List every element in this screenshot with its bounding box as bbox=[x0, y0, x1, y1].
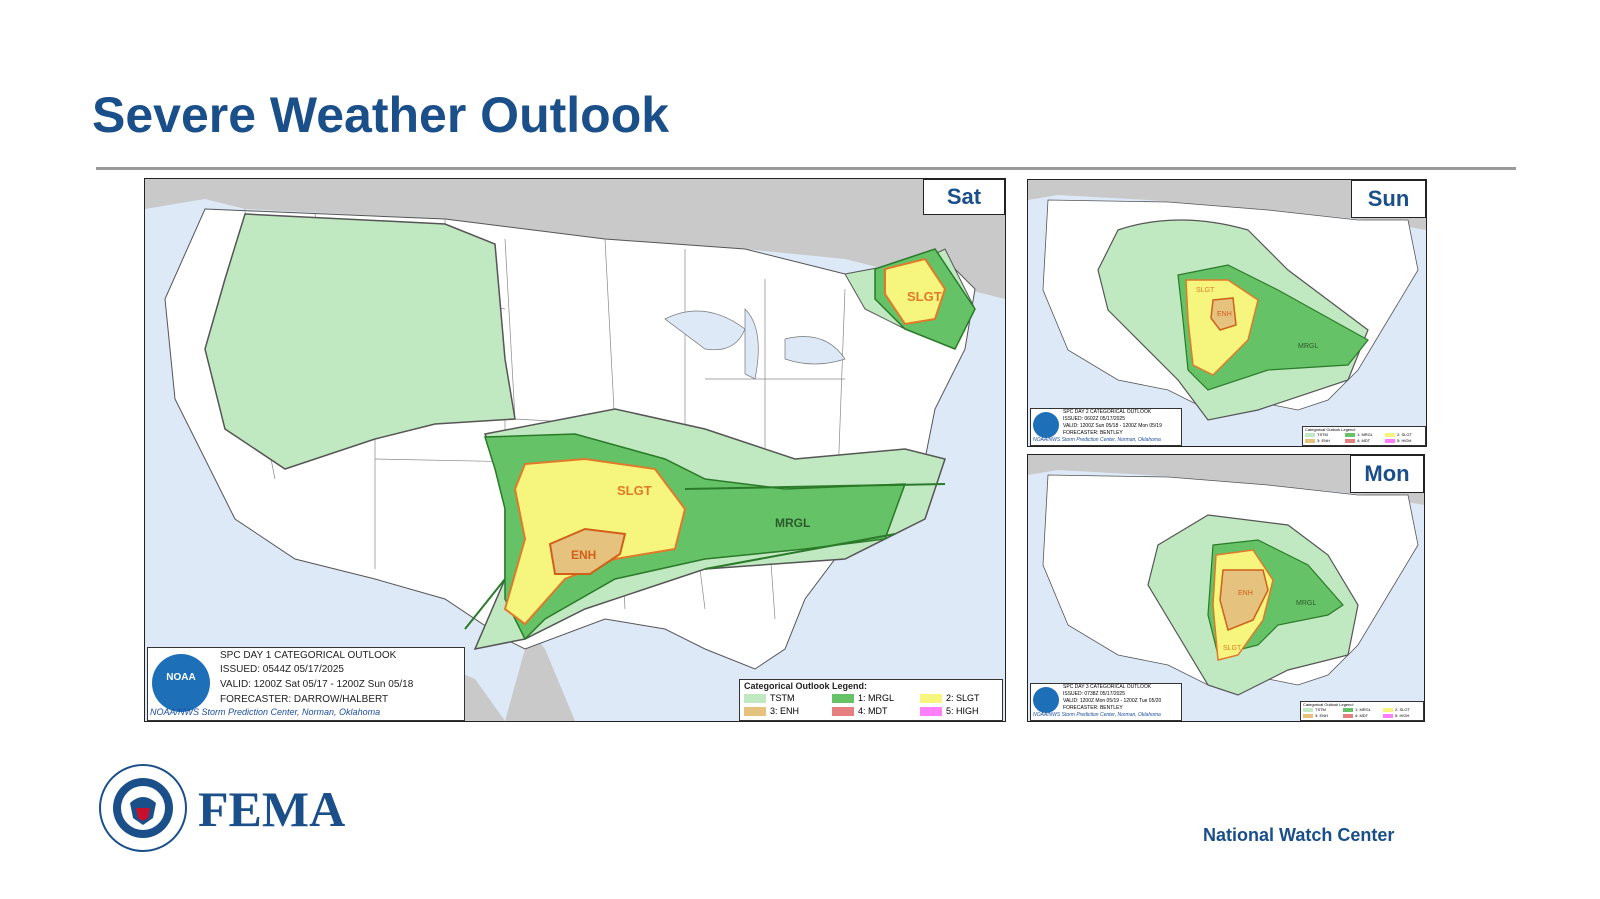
sat-label-slgt-ne: SLGT bbox=[907, 289, 942, 304]
mon-legend-high: 5: HIGH bbox=[1395, 713, 1410, 718]
mon-legend-enh: 3: ENH bbox=[1315, 713, 1328, 718]
mon-legend-slgt: 2: SLGT bbox=[1395, 707, 1410, 712]
mon-legend-title: Categorical Outlook Legend: bbox=[1303, 702, 1354, 707]
sun-legend-mdt: 4: MDT bbox=[1357, 438, 1371, 443]
sat-info-line3: VALID: 1200Z Sat 05/17 - 1200Z Sun 05/18 bbox=[220, 679, 414, 690]
sat-info-line2: ISSUED: 0544Z 05/17/2025 bbox=[220, 664, 344, 675]
sun-day-label: Sun bbox=[1351, 180, 1426, 218]
sun-legend-tstm: TSTM bbox=[1317, 432, 1328, 437]
sun-info-line3: VALID: 1200Z Sun 05/18 - 1200Z Mon 05/19 bbox=[1063, 423, 1162, 429]
legend-swatch-high bbox=[920, 707, 942, 716]
legend-item-mdt: 4: MDT bbox=[858, 706, 888, 716]
mon-map-graphic: ENH MRGL SLGT bbox=[1028, 455, 1424, 696]
sun-label-enh: ENH bbox=[1217, 311, 1232, 318]
legend-item-mrgl: 1: MRGL bbox=[858, 693, 895, 703]
sun-legend-mrgl: 1: MRGL bbox=[1357, 432, 1374, 437]
sun-legend-enh: 3: ENH bbox=[1317, 438, 1330, 443]
sun-label-mrgl: MRGL bbox=[1298, 343, 1318, 350]
sat-outlook-map: SLGT SLGT MRGL ENH Sat NOAA SPC DAY 1 CA… bbox=[144, 178, 1006, 722]
sat-label-slgt: SLGT bbox=[617, 483, 652, 498]
sun-legend-high: 5: HIGH bbox=[1397, 438, 1412, 443]
legend-swatch-enh bbox=[744, 707, 766, 716]
sun-info-box: SPC DAY 2 CATEGORICAL OUTLOOK ISSUED: 06… bbox=[1030, 408, 1182, 446]
mon-label-mrgl: MRGL bbox=[1296, 600, 1316, 607]
sat-info-line4: FORECASTER: DARROW/HALBERT bbox=[220, 694, 389, 705]
sun-outlook-map: SLGT ENH MRGL Sun SPC DAY 2 CATEGORICAL … bbox=[1027, 179, 1427, 447]
legend-swatch-mrgl bbox=[832, 694, 854, 703]
mon-outlook-map: ENH MRGL SLGT Mon SPC DAY 3 CATEGORICAL … bbox=[1027, 454, 1425, 722]
mon-info-line3: VALID: 1200Z Mon 05/19 - 1200Z Tue 05/20 bbox=[1063, 698, 1162, 704]
mon-day-label: Mon bbox=[1350, 455, 1424, 493]
mon-noaa-logo bbox=[1033, 687, 1059, 713]
mon-legend-tstm: TSTM bbox=[1315, 707, 1326, 712]
sun-legend-slgt: 2: SLGT bbox=[1397, 432, 1412, 437]
sun-noaa-logo bbox=[1033, 412, 1059, 438]
sat-label-mrgl: MRGL bbox=[775, 516, 810, 530]
sat-legend: Categorical Outlook Legend: TSTM 1: MRGL… bbox=[739, 679, 1003, 721]
mon-info-credit: NOAA/NWS Storm Prediction Center, Norman… bbox=[1033, 712, 1161, 718]
sun-info-line1: SPC DAY 2 CATEGORICAL OUTLOOK bbox=[1063, 409, 1152, 415]
mon-label-slgt: SLGT bbox=[1223, 645, 1242, 652]
sat-label-enh: ENH bbox=[571, 548, 596, 562]
mon-legend-mdt: 4: MDT bbox=[1355, 713, 1369, 718]
sun-map-graphic: SLGT ENH MRGL bbox=[1028, 180, 1426, 421]
mon-legend-mrgl: 1: MRGL bbox=[1355, 707, 1372, 712]
sun-info-line4: FORECASTER: BENTLEY bbox=[1063, 430, 1123, 436]
legend-item-high: 5: HIGH bbox=[946, 706, 979, 716]
sun-legend: Categorical Outlook Legend: TSTM 1: MRGL… bbox=[1302, 426, 1426, 446]
mon-info-line1: SPC DAY 3 CATEGORICAL OUTLOOK bbox=[1063, 684, 1152, 690]
title-divider bbox=[96, 167, 1516, 170]
noaa-logo: NOAA bbox=[152, 654, 210, 712]
dhs-seal-icon bbox=[99, 764, 187, 852]
mon-info-line2: ISSUED: 0738Z 05/17/2025 bbox=[1063, 691, 1125, 697]
legend-item-enh: 3: ENH bbox=[770, 706, 800, 716]
legend-item-tstm: TSTM bbox=[770, 693, 795, 703]
sun-info-credit: NOAA/NWS Storm Prediction Center, Norman… bbox=[1033, 437, 1161, 443]
sat-info-credit: NOAA/NWS Storm Prediction Center, Norman… bbox=[150, 707, 381, 717]
sun-legend-title: Categorical Outlook Legend: bbox=[1305, 427, 1356, 432]
mon-label-enh: ENH bbox=[1238, 590, 1253, 597]
legend-swatch-slgt bbox=[920, 694, 942, 703]
national-watch-center: National Watch Center bbox=[1203, 825, 1395, 845]
fema-wordmark: FEMA bbox=[198, 781, 346, 837]
legend-item-slgt: 2: SLGT bbox=[946, 693, 980, 703]
mon-info-line4: FORECASTER: BENTLEY bbox=[1063, 705, 1123, 711]
slide-title: Severe Weather Outlook bbox=[92, 87, 670, 143]
sun-info-line2: ISSUED: 0602Z 05/17/2025 bbox=[1063, 416, 1125, 422]
sat-day-label: Sat bbox=[923, 179, 1005, 215]
legend-swatch-tstm bbox=[744, 694, 766, 703]
mon-legend: Categorical Outlook Legend: TSTM 1: MRGL… bbox=[1300, 701, 1424, 721]
legend-swatch-mdt bbox=[832, 707, 854, 716]
sat-legend-title: Categorical Outlook Legend: bbox=[744, 681, 868, 691]
sat-map-graphic: SLGT SLGT MRGL ENH bbox=[145, 179, 1005, 721]
sat-info-line1: SPC DAY 1 CATEGORICAL OUTLOOK bbox=[220, 650, 397, 661]
sat-info-box: NOAA SPC DAY 1 CATEGORICAL OUTLOOK ISSUE… bbox=[147, 647, 465, 721]
mon-info-box: SPC DAY 3 CATEGORICAL OUTLOOK ISSUED: 07… bbox=[1030, 683, 1182, 721]
sun-label-slgt: SLGT bbox=[1196, 287, 1215, 294]
